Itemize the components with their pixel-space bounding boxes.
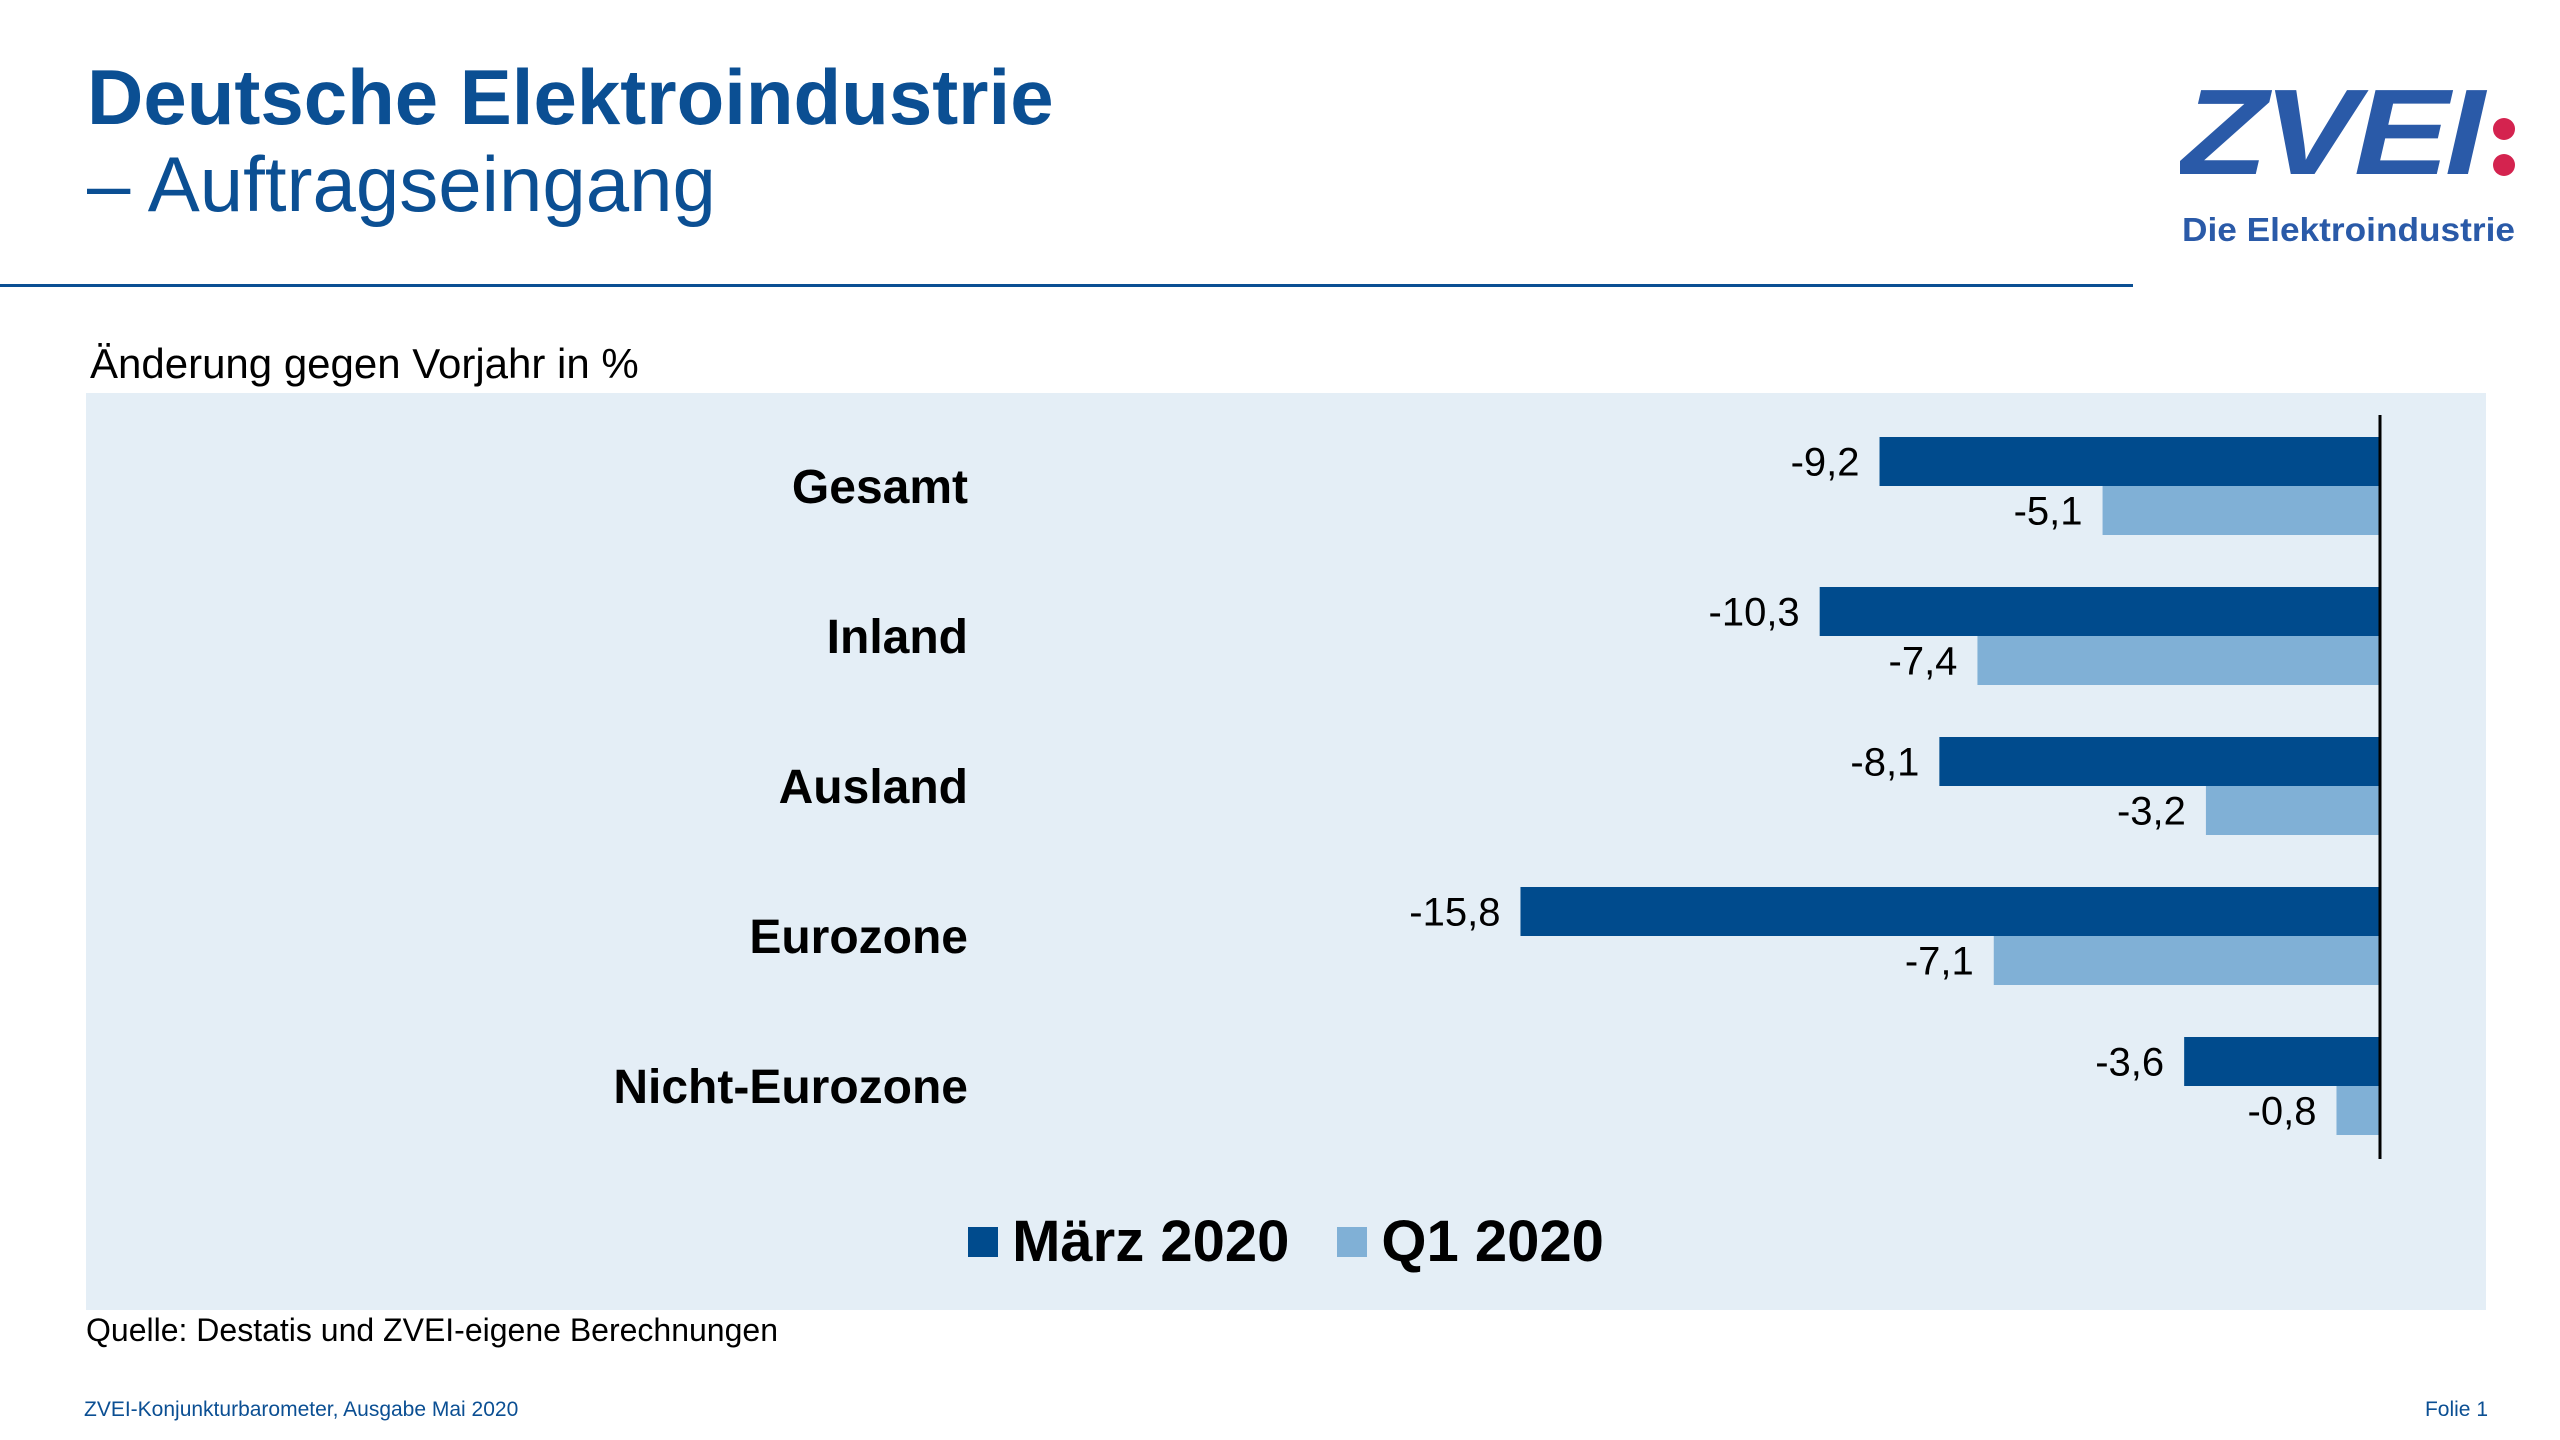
bar-chart: Gesamt -9,2 -5,1 Inland -10,3 -7,4 Ausland -8,1… <box>613 415 2382 1159</box>
data-label: -3,6 <box>2095 1041 2164 1085</box>
legend-swatch-maerz <box>968 1226 999 1257</box>
title-sub: – Auftragseingang <box>87 140 716 229</box>
source-note: Quelle: Destatis und ZVEI-eigene Berechn… <box>86 1312 778 1348</box>
bar <box>2184 1037 2380 1086</box>
footer-slide-number: Folie 1 <box>2424 1398 2488 1421</box>
header-divider <box>0 284 2133 287</box>
bar <box>1879 437 2380 486</box>
bar <box>1819 587 2380 636</box>
category-label: Nicht-Eurozone <box>613 1061 968 1114</box>
zvei-logo: ZVEI Die Elektroindustrie <box>2180 78 2515 248</box>
title-main: Deutsche Elektroindustrie <box>87 53 1054 141</box>
data-label: -7,1 <box>1905 940 1974 984</box>
legend-item-q1: Q1 2020 <box>1337 1208 1604 1275</box>
bar <box>2102 486 2380 535</box>
category-label: Inland <box>827 611 968 664</box>
bar <box>1977 636 2380 685</box>
logo-dot-upper <box>2493 118 2515 140</box>
footer-publication: ZVEI-Konjunkturbarometer, Ausgabe Mai 20… <box>84 1398 519 1421</box>
category-label: Ausland <box>779 761 968 814</box>
bar <box>1993 936 2380 985</box>
legend-item-maerz: März 2020 <box>968 1208 1289 1275</box>
logo-brand: ZVEI <box>2180 78 2487 200</box>
bar <box>2336 1086 2380 1135</box>
data-label: -7,4 <box>1889 640 1958 684</box>
bar <box>1520 887 2380 936</box>
category-label: Eurozone <box>749 911 968 964</box>
bar <box>2205 786 2380 835</box>
page-title: Deutsche Elektroindustrie – Auftragseing… <box>87 53 1054 229</box>
legend-label-q1: Q1 2020 <box>1381 1209 1604 1274</box>
legend-swatch-q1 <box>1337 1226 1368 1257</box>
logo-dot-lower <box>2493 154 2515 176</box>
data-label: -9,2 <box>1791 441 1860 485</box>
legend-label-maerz: März 2020 <box>1012 1209 1290 1274</box>
category-label: Gesamt <box>792 461 968 514</box>
data-label: -10,3 <box>1709 591 1800 635</box>
data-label: -0,8 <box>2248 1090 2317 1134</box>
chart-panel: Gesamt -9,2 -5,1 Inland -10,3 -7,4 Ausland -8,1… <box>86 393 2486 1310</box>
chart-legend: März 2020 Q1 2020 <box>86 1208 2486 1275</box>
logo-tagline: Die Elektroindustrie <box>2182 211 2515 248</box>
data-label: -15,8 <box>1409 891 1500 935</box>
bar <box>1939 737 2380 786</box>
data-label: -8,1 <box>1850 741 1919 785</box>
data-label: -5,1 <box>2014 490 2083 534</box>
data-label: -3,2 <box>2117 790 2186 834</box>
chart-subtitle: Änderung gegen Vorjahr in % <box>90 340 639 387</box>
